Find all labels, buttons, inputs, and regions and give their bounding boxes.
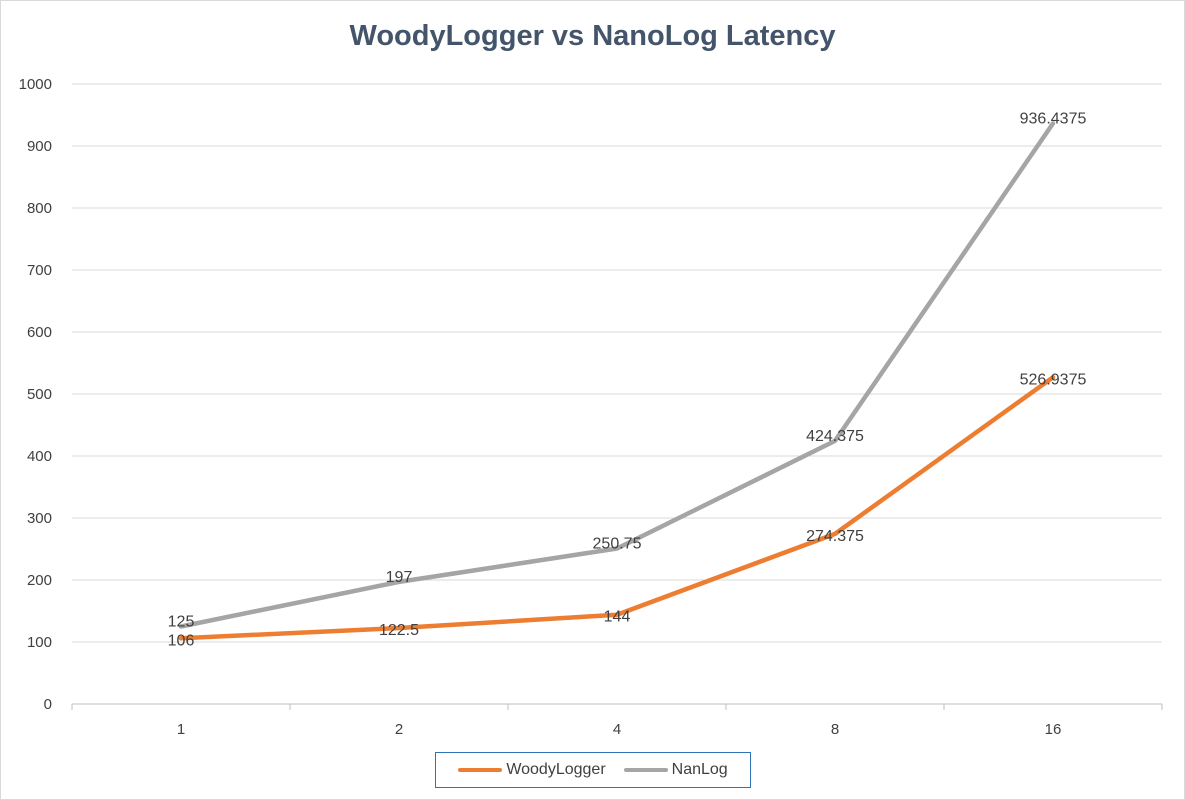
y-tick-label: 100 [27,634,52,651]
y-tick-label: 200 [27,572,52,589]
legend-label-nanlog: NanLog [671,761,728,778]
x-tick-label: 8 [831,721,839,738]
y-tick-label: 0 [44,696,52,713]
data-label-nanlog: 250.75 [593,536,642,553]
axes: 0 100 200 300 400 500 600 700 800 900 1000 1 2 4 8 16 [19,76,1163,738]
legend-swatch-nanlog [623,768,668,772]
data-label-nanlog: 125 [168,614,195,631]
legend-item-woodylogger: WoodyLogger [458,761,606,779]
x-tick-label: 1 [177,721,185,738]
data-labels: 106 122.5 144 274.375 526.9375 125 197 250.75 42… [168,110,1087,649]
data-label-nanlog: 936.4375 [1020,110,1087,127]
legend-item-nanlog: NanLog [623,761,728,779]
y-tick-label: 300 [27,510,52,527]
x-tick-label: 4 [613,721,621,738]
chart-legend: WoodyLogger NanLog [435,752,751,788]
data-label-nanlog: 197 [386,569,413,586]
y-tick-label: 500 [27,386,52,403]
y-tick-label: 900 [27,138,52,155]
legend-label-woodylogger: WoodyLogger [506,761,606,778]
chart-title: WoodyLogger vs NanoLog Latency [349,20,836,52]
data-label-woodylogger: 144 [604,609,631,626]
y-tick-label: 1000 [19,76,52,93]
legend-swatch-woodylogger [458,768,503,772]
series-line-nanlog [178,121,1056,629]
y-tick-label: 700 [27,262,52,279]
y-tick-label: 800 [27,200,52,217]
y-tick-label: 400 [27,448,52,465]
series-lines [178,121,1056,641]
data-label-woodylogger: 526.9375 [1020,371,1087,388]
x-tick-label: 2 [395,721,403,738]
y-tick-label: 600 [27,324,52,341]
data-label-nanlog: 424.375 [806,428,864,445]
data-label-woodylogger: 106 [168,632,195,649]
data-label-woodylogger: 274.375 [806,528,864,545]
x-tick-label: 16 [1045,721,1062,738]
gridlines [72,83,1162,643]
series-line-woodylogger [178,375,1056,641]
data-label-woodylogger: 122.5 [379,622,419,639]
